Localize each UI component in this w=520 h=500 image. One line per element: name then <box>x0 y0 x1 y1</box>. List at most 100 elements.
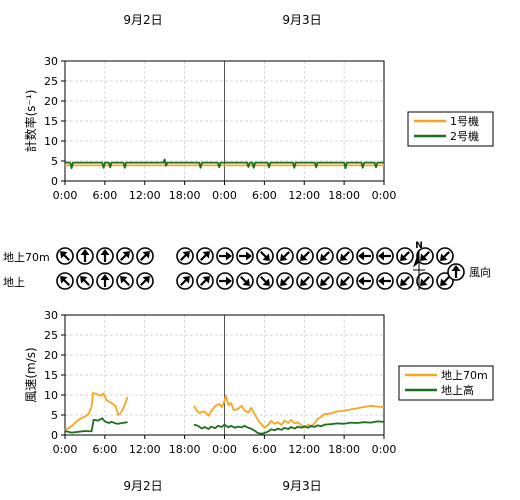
date-label-day2-bottom: 9月3日 <box>282 479 321 493</box>
wind-arrow-head <box>202 276 210 284</box>
wind-arrow-body <box>451 265 461 278</box>
wind-ground-arrow-icon <box>256 272 274 290</box>
wind-arrow-head <box>400 253 408 261</box>
wind-arrow-body <box>320 250 331 261</box>
wind-arrow-body <box>139 276 150 287</box>
wind-ground-arrow-icon <box>336 272 354 290</box>
wind-70m-arrow-icon <box>376 247 394 265</box>
count-rate-y-tick-label: 20 <box>44 95 58 108</box>
wind-70m-arrow-icon <box>356 247 374 265</box>
wind-ground-arrow-icon <box>416 272 434 290</box>
wind-arrow-head <box>320 253 328 261</box>
wind-arrow-body <box>60 276 71 287</box>
count-rate-chart: 0 5 10 15 20 25 30 0:00 6:00 12:00 18:00 0:00 6:00 12… <box>23 55 396 202</box>
wind-arrow-head <box>300 253 308 261</box>
wind-ground-arrow-icon <box>276 272 294 290</box>
wind-speed-chart: 0 5 10 15 20 25 30 0:00 6:00 12:00 18:00 0:00 6:00 12… <box>24 309 396 456</box>
wind-arrow-body <box>280 275 291 286</box>
wind-arrow-head <box>182 276 190 284</box>
wind-arrow-head <box>242 278 250 286</box>
wind-speed-x-tick-label: 18:00 <box>169 443 201 456</box>
wind-arrow-body <box>300 250 311 261</box>
wind-speed-series-line-1-0 <box>64 417 128 434</box>
wind-arrow-head <box>202 251 210 259</box>
wind-arrow-body <box>119 251 130 262</box>
wind-speed-y-tick-label: 10 <box>44 389 58 402</box>
wind-arrow-head <box>262 278 270 286</box>
wind-70m-arrow-icon <box>96 247 114 265</box>
wind-arrow-head <box>451 265 461 271</box>
date-label-day1-top: 9月2日 <box>123 13 162 27</box>
wind-arrow-body <box>400 275 411 286</box>
wind-arrow-head <box>100 274 110 280</box>
wind-arrow-head <box>378 276 384 286</box>
wind-arrow-body <box>320 275 331 286</box>
wind-arrow-head <box>120 276 128 284</box>
wind-row-label-ground: 地上 <box>3 276 25 289</box>
wind-arrow-head <box>400 278 408 286</box>
wind-speed-y-tick-label: 0 <box>51 429 58 442</box>
wind-arrow-head <box>280 278 288 286</box>
wind-arrow-head <box>226 251 232 261</box>
wind-speed-plot-frame <box>64 314 385 436</box>
wind-speed-y-tick-label: 20 <box>44 349 58 362</box>
count-rate-x-tick-label: 18:00 <box>169 189 201 202</box>
count-rate-y-tick-label: 0 <box>51 175 58 188</box>
count-rate-y-tick-label: 5 <box>51 155 58 168</box>
wind-speed-y-axis-label: 風速(m/s) <box>24 347 38 402</box>
wind-arrow-body <box>179 276 190 287</box>
wind-ground-arrow-icon <box>356 272 374 290</box>
wind-arrow-head <box>60 251 68 259</box>
wind-arrow-body <box>340 275 351 286</box>
wind-70m-arrow-icon <box>236 247 254 265</box>
count-rate-y-tick-label: 25 <box>44 75 58 88</box>
wind-arrow-head <box>420 278 428 286</box>
count-rate-x-tick-label: 18:00 <box>328 189 360 202</box>
count-rate-x-tick-label: 12:00 <box>129 189 161 202</box>
wind-ground-arrow-icon <box>76 272 94 290</box>
wind-speed-series-line-1-1 <box>193 420 385 435</box>
wind-70m-arrow-icon <box>296 247 314 265</box>
wind-arrow-body <box>179 251 190 262</box>
wind-70m-arrow-icon <box>276 247 294 265</box>
wind-arrow-head <box>246 251 252 261</box>
wind-speed-x-tick-label: 6:00 <box>252 443 277 456</box>
count-rate-y-tick-label: 10 <box>44 135 58 148</box>
wind-arrow-head <box>80 249 90 255</box>
date-label-day2-top: 9月3日 <box>282 13 321 27</box>
wind-ground-arrow-icon <box>216 272 234 290</box>
legend-label-unit1: 1号機 <box>450 114 479 128</box>
wind-speed-legend: 地上70m 地上高 <box>398 365 494 401</box>
wind-arrow-body <box>420 275 431 286</box>
wind-arrow-head <box>300 278 308 286</box>
wind-legend-arrow-icon <box>447 263 465 281</box>
wind-speed-y-tick-label: 30 <box>44 309 58 322</box>
wind-arrow-head <box>358 251 364 261</box>
wind-arrow-head <box>420 253 428 261</box>
wind-ground-arrow-icon <box>316 272 334 290</box>
wind-arrow-body <box>358 276 371 286</box>
wind-direction-legend-label: 風向 <box>469 265 491 279</box>
legend-label-unit2: 2号機 <box>450 129 479 143</box>
wind-arrow-body <box>300 275 311 286</box>
wind-arrow-body <box>259 275 270 286</box>
wind-speed-y-tick-label: 5 <box>51 409 58 422</box>
wind-arrow-body <box>340 250 351 261</box>
wind-arrow-body <box>239 251 252 261</box>
wind-arrow-body <box>120 276 131 287</box>
count-rate-x-tick-label: 6:00 <box>93 189 118 202</box>
count-rate-y-tick-label: 15 <box>44 115 58 128</box>
wind-ground-arrow-icon <box>396 272 414 290</box>
wind-arrow-body <box>199 251 210 262</box>
count-rate-x-tick-label: 0:00 <box>372 189 397 202</box>
wind-arrow-head <box>358 276 364 286</box>
wind-arrow-head <box>262 253 270 261</box>
wind-ground-arrow-icon <box>136 272 154 290</box>
wind-arrow-head <box>440 253 448 261</box>
wind-70m-arrow-icon <box>336 247 354 265</box>
wind-arrow-body <box>199 276 210 287</box>
wind-arrow-head <box>320 278 328 286</box>
count-rate-x-tick-label: 6:00 <box>252 189 277 202</box>
wind-arrow-head <box>340 253 348 261</box>
